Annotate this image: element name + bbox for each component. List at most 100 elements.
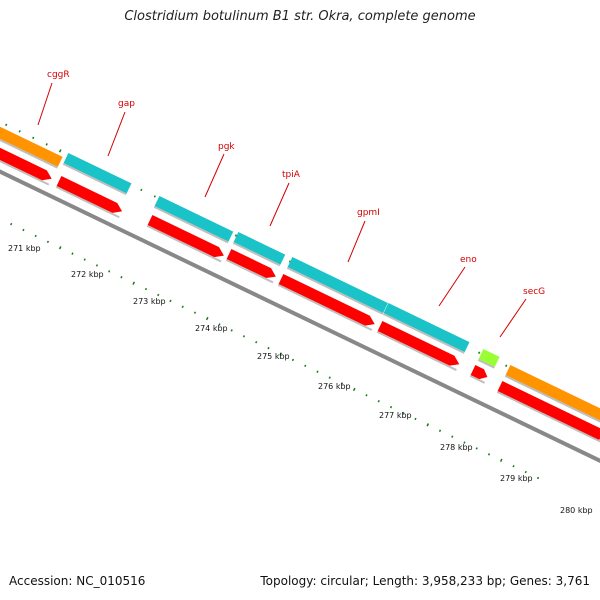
kbp-tick xyxy=(414,417,417,421)
position-tick xyxy=(234,234,238,237)
kbp-label: 279 kbp xyxy=(500,474,533,483)
gene-label-pgk[interactable]: pgk xyxy=(218,142,235,152)
kbp-tick xyxy=(463,441,466,444)
kbp-label: 274 kbp xyxy=(195,324,228,333)
kbp-tick xyxy=(10,222,13,226)
feature-red-right[interactable] xyxy=(496,381,600,445)
gene-label-cggR[interactable]: cggR xyxy=(47,70,70,80)
kbp-tick xyxy=(230,329,233,332)
kbp-tick xyxy=(132,281,136,285)
kbp-tick xyxy=(402,411,405,415)
kbp-tick xyxy=(426,423,430,427)
kbp-tick xyxy=(352,387,356,392)
kbp-tick xyxy=(144,287,148,291)
kbp-tick xyxy=(365,394,368,397)
kbp-tick xyxy=(304,364,307,368)
genome-stats: Topology: circular; Length: 3,958,233 bp… xyxy=(260,574,590,588)
feature-pgk[interactable] xyxy=(153,196,234,244)
feature-orange-left[interactable] xyxy=(0,123,63,169)
kbp-tick xyxy=(205,316,209,321)
kbp-tick xyxy=(499,458,503,462)
kbp-label: 275 kbp xyxy=(257,352,290,361)
kbp-tick xyxy=(218,323,221,326)
position-tick xyxy=(58,149,62,153)
feature-red-cggR[interactable] xyxy=(0,146,54,186)
position-tick xyxy=(153,195,156,198)
position-tick xyxy=(45,143,48,146)
kbp-tick xyxy=(255,340,258,344)
kbp-label: 277 kbp xyxy=(379,411,412,420)
kbp-tick xyxy=(108,270,111,273)
kbp-tick xyxy=(438,429,442,432)
gene-label-eno[interactable]: eno xyxy=(460,255,477,265)
feature-red-gap[interactable] xyxy=(55,176,124,219)
kbp-tick xyxy=(95,264,99,267)
kbp-tick xyxy=(451,435,454,438)
kbp-tick xyxy=(22,228,25,232)
kbp-label: 272 kbp xyxy=(71,270,104,279)
feature-gpmI[interactable] xyxy=(286,257,388,315)
kbp-tick xyxy=(58,246,62,250)
leader-line-gpmI xyxy=(347,220,366,263)
kbp-tick xyxy=(316,370,319,373)
leader-line-secG xyxy=(499,298,527,338)
kbp-tick xyxy=(475,447,478,450)
kbp-tick xyxy=(524,470,527,474)
leader-line-cggR xyxy=(37,82,53,126)
accession-label: Accession: NC_010516 xyxy=(9,574,146,588)
kbp-tick xyxy=(328,376,331,379)
gene-label-tpiA[interactable]: tpiA xyxy=(282,170,301,180)
feature-gap[interactable] xyxy=(62,153,132,196)
kbp-tick xyxy=(291,358,295,362)
feature-red-eno[interactable] xyxy=(376,321,461,371)
kbp-tick xyxy=(193,311,197,314)
kbp-tick xyxy=(487,453,491,456)
kbp-tick xyxy=(181,305,184,309)
feature-orange-right[interactable] xyxy=(504,365,600,425)
feature-secG[interactable] xyxy=(477,349,500,369)
kbp-tick xyxy=(157,293,160,297)
kbp-tick xyxy=(169,299,172,303)
position-tick xyxy=(32,136,35,140)
kbp-tick xyxy=(83,258,86,261)
kbp-tick xyxy=(389,405,393,409)
gene-label-secG[interactable]: secG xyxy=(523,287,545,297)
leader-line-eno xyxy=(438,266,466,307)
leader-line-pgk xyxy=(204,153,225,198)
kbp-label: 276 kbp xyxy=(318,382,351,391)
feature-red-small[interactable] xyxy=(469,365,490,384)
position-tick xyxy=(18,130,21,133)
kbp-tick xyxy=(120,276,123,279)
kbp-tick xyxy=(46,240,50,244)
map-title: Clostridium botulinum B1 str. Okra, comp… xyxy=(124,9,476,24)
kbp-label: 280 kbp xyxy=(560,506,593,515)
kbp-tick xyxy=(536,476,540,480)
kbp-label: 278 kbp xyxy=(440,443,473,452)
kbp-tick xyxy=(71,252,74,255)
position-tick xyxy=(5,123,8,127)
leader-line-gap xyxy=(107,111,126,157)
feature-red-tpiA[interactable] xyxy=(225,249,278,284)
position-tick xyxy=(140,188,143,192)
gene-label-gpmI[interactable]: gpmI xyxy=(357,208,380,218)
position-tick xyxy=(505,364,508,367)
feature-eno[interactable] xyxy=(382,303,470,354)
position-tick xyxy=(478,351,481,354)
kbp-tick xyxy=(242,335,246,338)
kbp-tick xyxy=(340,382,344,385)
genome-backbone xyxy=(0,169,600,463)
feature-red-gpmI[interactable] xyxy=(277,274,377,331)
gene-label-gap[interactable]: gap xyxy=(118,99,135,109)
leader-line-tpiA xyxy=(269,182,290,227)
kbp-tick xyxy=(267,346,270,350)
kbp-tick xyxy=(512,464,515,468)
feature-tpiA[interactable] xyxy=(232,232,286,267)
feature-red-pgk[interactable] xyxy=(146,215,226,263)
kbp-tick xyxy=(377,400,380,403)
kbp-label: 273 kbp xyxy=(133,297,166,306)
kbp-tick xyxy=(34,234,37,238)
kbp-tick xyxy=(279,352,283,356)
kbp-label: 271 kbp xyxy=(8,244,41,253)
